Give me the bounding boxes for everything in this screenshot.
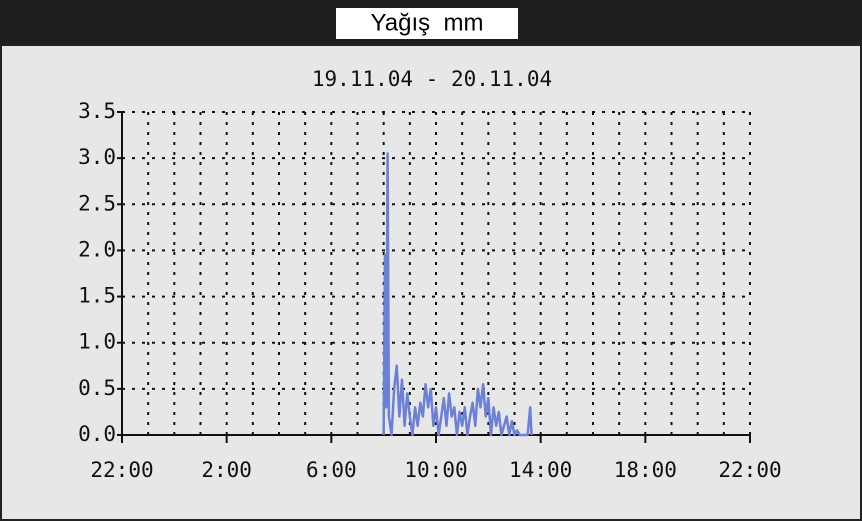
x-tick-label: 14:00 xyxy=(509,458,572,482)
y-tick-label: 2.0 xyxy=(78,237,116,261)
data-line xyxy=(382,152,533,437)
x-tick-label: 18:00 xyxy=(614,458,677,482)
y-tick-label: 1.0 xyxy=(78,330,116,354)
x-tick-label: 10:00 xyxy=(404,458,467,482)
y-tick-label: 0.5 xyxy=(78,376,116,400)
y-tick-label: 0.0 xyxy=(78,422,116,446)
chart-subtitle: 19.11.04 - 20.11.04 xyxy=(312,67,552,91)
panel-border xyxy=(0,44,862,521)
y-tick-label: 2.5 xyxy=(78,191,116,215)
x-tick-label: 22:00 xyxy=(90,458,153,482)
y-tick-label: 3.5 xyxy=(78,99,116,123)
x-tick-label: 2:00 xyxy=(201,458,252,482)
chart-title: Yağış mm xyxy=(371,9,484,36)
y-tick-label: 3.0 xyxy=(78,145,116,169)
y-tick-label: 1.5 xyxy=(78,284,116,308)
x-tick-label: 22:00 xyxy=(718,458,781,482)
header-label-box xyxy=(336,8,518,39)
x-tick-label: 6:00 xyxy=(306,458,357,482)
